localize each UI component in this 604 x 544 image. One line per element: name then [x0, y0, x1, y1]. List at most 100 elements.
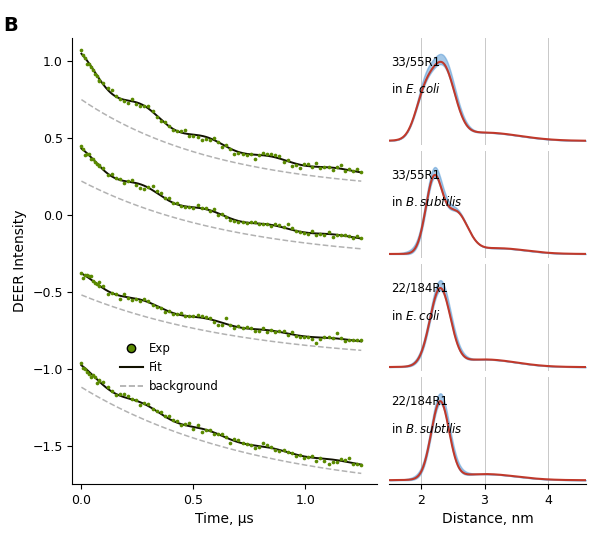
Point [356, 167, 366, 176]
Point [340, 337, 350, 345]
Point [85, 370, 94, 379]
Point [242, 323, 251, 332]
Point [299, 159, 309, 168]
Point [303, 230, 313, 238]
Point [131, 181, 141, 189]
Legend: Exp, Fit, background: Exp, Fit, background [115, 338, 223, 398]
Point [152, 187, 161, 195]
Point [312, 231, 321, 239]
X-axis label: Distance, nm: Distance, nm [442, 512, 533, 527]
Point [94, 377, 104, 386]
Point [213, 138, 223, 147]
Point [222, 313, 231, 322]
Point [94, 277, 104, 286]
Point [266, 150, 276, 159]
Point [135, 400, 145, 409]
Point [127, 95, 137, 104]
Point [336, 333, 345, 342]
Point [119, 290, 129, 299]
Text: in $\mathit{B. subtilis}$: in $\mathit{B. subtilis}$ [391, 195, 463, 209]
Point [94, 282, 104, 291]
Point [119, 390, 129, 399]
Point [103, 171, 112, 180]
Point [254, 442, 264, 451]
Point [98, 79, 108, 88]
Point [238, 218, 248, 227]
Point [336, 455, 345, 463]
Point [275, 446, 284, 455]
Point [79, 364, 88, 373]
Point [115, 390, 124, 398]
Point [259, 323, 268, 332]
Point [283, 155, 292, 164]
Point [278, 158, 288, 166]
Point [352, 164, 362, 173]
Point [340, 231, 350, 239]
Point [79, 51, 88, 59]
Point [185, 419, 194, 428]
Point [344, 336, 354, 344]
Point [92, 159, 102, 168]
Point [275, 221, 284, 230]
Point [312, 159, 321, 168]
Point [246, 218, 255, 227]
Point [324, 332, 333, 341]
Point [349, 233, 358, 242]
Point [140, 399, 149, 407]
Point [201, 204, 211, 213]
Point [135, 183, 145, 192]
Point [77, 269, 86, 277]
Point [91, 70, 100, 78]
Point [89, 155, 98, 164]
Point [275, 327, 284, 336]
Y-axis label: DEER Intensity: DEER Intensity [13, 210, 27, 312]
Point [287, 224, 297, 232]
Point [271, 220, 280, 228]
Point [356, 233, 366, 242]
Point [197, 312, 207, 320]
Point [123, 294, 133, 302]
Point [336, 231, 345, 240]
Point [295, 164, 304, 172]
Point [188, 425, 198, 434]
Point [324, 460, 333, 468]
Point [172, 127, 182, 136]
Point [278, 223, 288, 232]
Point [86, 372, 96, 381]
Point [307, 227, 317, 236]
Point [181, 420, 190, 429]
Point [111, 92, 121, 101]
Point [320, 163, 329, 171]
Point [340, 455, 350, 464]
Point [336, 161, 345, 170]
Point [291, 160, 301, 169]
Point [295, 450, 304, 459]
Point [92, 280, 102, 288]
Point [188, 204, 198, 213]
Point [160, 194, 170, 202]
Point [107, 170, 117, 179]
Point [94, 76, 104, 84]
Point [111, 289, 121, 298]
Point [271, 151, 280, 160]
Point [85, 150, 94, 159]
Point [164, 194, 174, 202]
Point [197, 428, 207, 437]
Point [152, 406, 161, 415]
Point [283, 220, 292, 228]
Point [312, 457, 321, 466]
Point [299, 228, 309, 237]
Point [79, 274, 88, 282]
Point [86, 272, 96, 281]
Point [127, 295, 137, 304]
Point [205, 136, 214, 145]
Point [254, 151, 264, 160]
Point [140, 102, 149, 110]
Point [225, 216, 235, 225]
Point [307, 452, 317, 460]
Point [164, 307, 174, 316]
Point [259, 149, 268, 158]
Point [291, 451, 301, 460]
Point [259, 220, 268, 228]
Point [217, 209, 227, 218]
